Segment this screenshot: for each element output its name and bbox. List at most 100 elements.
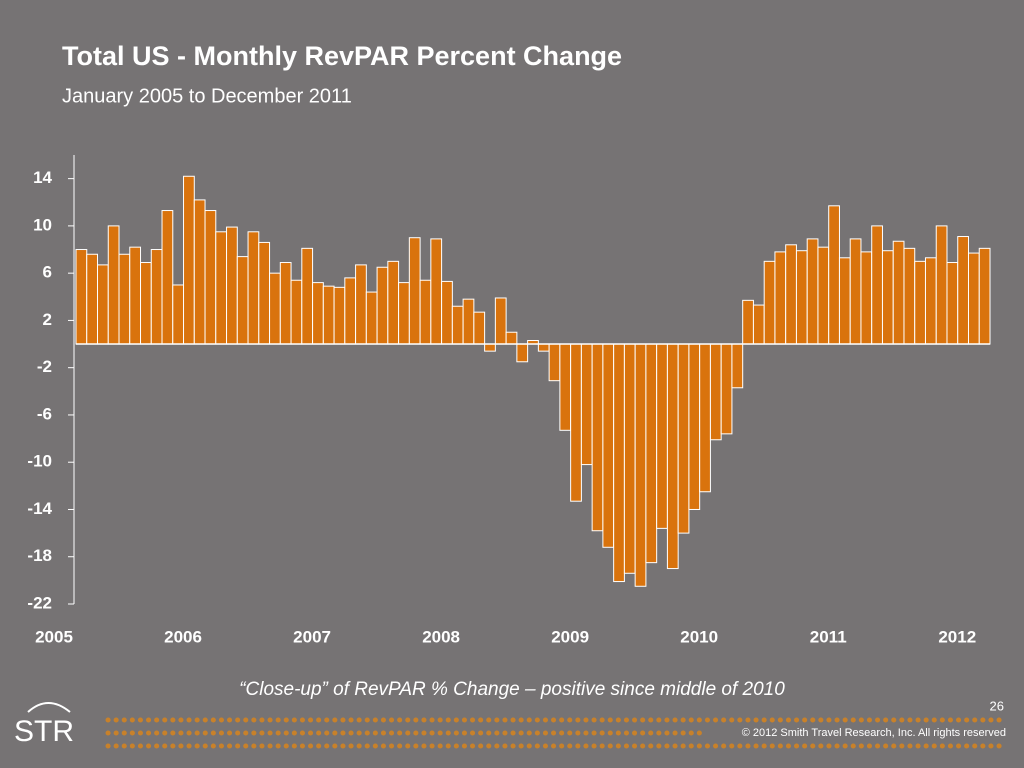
y-tick-label: -10 xyxy=(27,452,52,471)
bar xyxy=(279,262,292,345)
x-tick-label: 2009 xyxy=(551,627,589,646)
bar xyxy=(301,247,314,345)
bar xyxy=(828,205,840,345)
bar xyxy=(666,343,679,570)
bar xyxy=(322,285,335,345)
bar xyxy=(548,343,561,382)
bar xyxy=(591,343,604,532)
bar xyxy=(193,199,206,345)
bar xyxy=(355,264,367,345)
chart-subtitle: January 2005 to December 2011 xyxy=(62,85,352,107)
bar xyxy=(763,260,776,345)
y-tick-label: -2 xyxy=(37,357,52,376)
x-tick-label: 2005 xyxy=(35,627,73,646)
bar xyxy=(333,286,346,345)
bar xyxy=(473,311,486,345)
bar xyxy=(247,231,260,345)
y-tick-label: 10 xyxy=(33,215,52,234)
bar xyxy=(484,343,496,352)
logo: STR xyxy=(14,715,74,748)
caption: “Close-up” of RevPAR % Change – positive… xyxy=(239,679,785,700)
bar xyxy=(398,282,410,345)
bar xyxy=(785,244,797,345)
bar xyxy=(150,249,163,345)
y-tick-label: -6 xyxy=(37,404,52,423)
bar xyxy=(129,246,142,345)
bar xyxy=(645,343,658,564)
bar xyxy=(731,343,744,389)
bar xyxy=(236,256,249,345)
logo-arc xyxy=(27,702,71,713)
bar xyxy=(838,257,851,345)
bar xyxy=(935,225,948,345)
bar xyxy=(387,260,400,345)
bar xyxy=(365,291,378,345)
bar xyxy=(871,225,883,345)
bar xyxy=(677,343,690,534)
bar xyxy=(580,343,593,466)
bar xyxy=(860,251,873,345)
bar xyxy=(441,280,453,345)
bar xyxy=(376,266,389,345)
bar xyxy=(75,249,88,345)
bar xyxy=(720,343,733,435)
bar xyxy=(806,238,819,345)
bar xyxy=(903,247,916,345)
bar xyxy=(505,331,518,345)
bar xyxy=(967,252,980,345)
bar xyxy=(946,262,959,345)
y-tick-label: 6 xyxy=(43,263,52,282)
bar xyxy=(978,247,991,345)
bar xyxy=(183,175,195,345)
bar xyxy=(892,240,905,345)
y-tick-label: -14 xyxy=(27,499,52,518)
bar xyxy=(161,210,174,345)
x-tick-label: 2011 xyxy=(810,627,847,646)
bar xyxy=(86,253,99,345)
bar xyxy=(817,246,830,345)
bar xyxy=(849,238,862,345)
bar xyxy=(774,251,787,345)
bar xyxy=(494,297,507,345)
bar xyxy=(559,343,572,431)
bar xyxy=(881,250,894,345)
bar xyxy=(709,343,722,441)
chart-title: Total US - Monthly RevPAR Percent Change xyxy=(62,41,622,71)
bar xyxy=(537,343,550,352)
bar xyxy=(290,279,303,345)
bar xyxy=(699,343,711,493)
bar xyxy=(226,226,238,345)
bar xyxy=(742,299,754,345)
x-tick-label: 2012 xyxy=(938,627,976,646)
bar xyxy=(623,343,636,574)
bar xyxy=(570,343,582,502)
bar xyxy=(795,250,808,345)
y-tick-label: -18 xyxy=(27,546,52,565)
bar xyxy=(462,298,475,345)
x-tick-label: 2006 xyxy=(164,627,202,646)
bar xyxy=(957,236,969,345)
y-tick-label: 2 xyxy=(43,310,52,329)
bar xyxy=(269,272,281,345)
bar xyxy=(613,343,625,583)
x-tick-label: 2010 xyxy=(680,627,718,646)
bar xyxy=(688,343,701,510)
bar xyxy=(634,343,647,587)
page-number: 26 xyxy=(990,698,1004,713)
bar xyxy=(451,305,464,345)
x-tick-label: 2007 xyxy=(293,627,331,646)
bar xyxy=(602,343,615,548)
bar xyxy=(656,343,668,529)
bar xyxy=(344,277,357,345)
bar xyxy=(118,253,131,345)
bar xyxy=(172,284,185,345)
bar xyxy=(924,257,937,345)
bar xyxy=(258,241,271,345)
copyright: © 2012 Smith Travel Research, Inc. All r… xyxy=(742,727,1006,739)
bar xyxy=(408,237,421,345)
bar xyxy=(215,231,228,345)
bar xyxy=(312,282,324,345)
